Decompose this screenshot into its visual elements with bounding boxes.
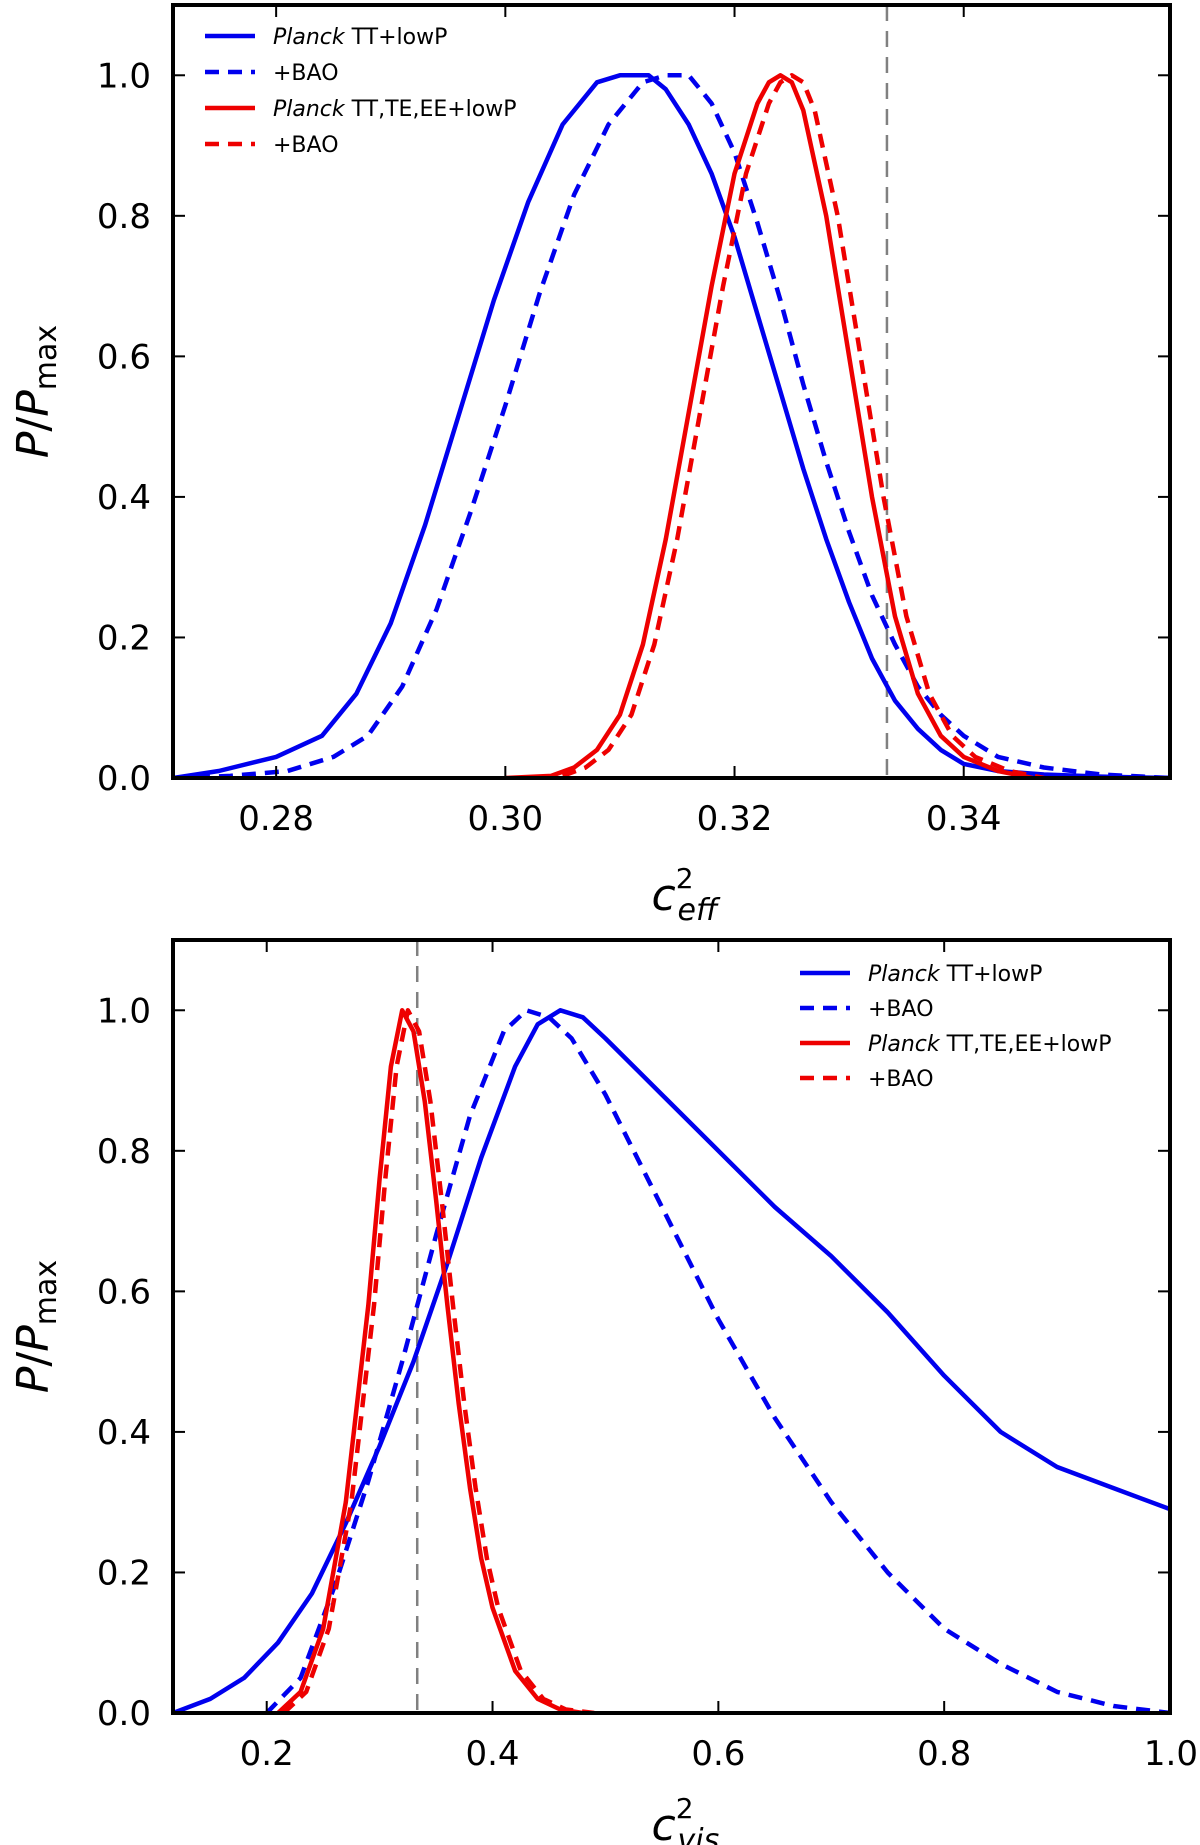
y-tick-label: 0.4 <box>97 1413 151 1453</box>
legend-label-text: +BAO <box>273 133 339 158</box>
x-axis-label: c2 eff <box>652 862 721 928</box>
legend-label: +BAO <box>868 1067 934 1092</box>
legend-label-text: TT+lowP <box>940 962 1043 987</box>
legend-label: Planck TT,TE,EE+lowP <box>273 97 517 122</box>
legend-label-italic: Planck <box>273 97 346 122</box>
series-line-3 <box>505 73 1033 778</box>
y-axis-label-slash: / <box>8 1352 59 1367</box>
legend-label-text: TT,TE,EE+lowP <box>345 97 517 122</box>
legend-label: +BAO <box>273 133 339 158</box>
x-tick-label: 0.8 <box>917 1734 971 1774</box>
series-line-1 <box>173 73 1170 778</box>
legend-label: Planck TT+lowP <box>273 25 447 50</box>
x-tick-label: 0.6 <box>691 1734 745 1774</box>
y-tick-label: 0.6 <box>97 337 151 377</box>
chart-panel-1: 0.28 0.30 0.32 0.34 0.0 0.2 0.4 0.6 0.8 1.0 P/Pmax… <box>8 3 1172 928</box>
y-axis-label-p: P <box>8 431 59 458</box>
y-tick-label: 0.8 <box>97 1132 151 1172</box>
legend-label: Planck TT+lowP <box>868 962 1042 987</box>
x-tick-label: 0.28 <box>238 799 314 839</box>
plot-area <box>173 5 1170 778</box>
x-axis-label-sub: vis <box>678 1823 720 1845</box>
x-tick-label: 0.4 <box>465 1734 519 1774</box>
y-tick-label: 1.0 <box>97 991 151 1031</box>
legend-label-text: +BAO <box>273 61 339 86</box>
legend-label: Planck TT,TE,EE+lowP <box>868 1032 1112 1057</box>
y-axis-label-p: P <box>8 1366 59 1393</box>
y-tick-label: 0.6 <box>97 1272 151 1312</box>
legend-label-italic: Planck <box>273 25 346 50</box>
y-tick-label: 0.4 <box>97 478 151 518</box>
legend-label: +BAO <box>273 61 339 86</box>
x-axis-label-sup: 2 <box>676 1792 694 1825</box>
x-tick-label: 1.0 <box>1144 1734 1198 1774</box>
x-axis-label-sup: 2 <box>676 862 694 895</box>
x-axis-label-sub: eff <box>678 893 721 928</box>
series-line-1 <box>173 1008 1170 1713</box>
legend-label-text: +BAO <box>868 997 934 1022</box>
x-axis-label-c: c <box>652 870 676 921</box>
plot-frame <box>171 3 1172 780</box>
y-tick-label: 0.2 <box>97 1553 151 1593</box>
x-tick-label: 0.34 <box>926 799 1002 839</box>
y-tick-label: 0.0 <box>97 759 151 799</box>
legend-label-text: +BAO <box>868 1067 934 1092</box>
y-axis-label: P/Pmax <box>8 1260 64 1393</box>
y-tick-label: 1.0 <box>97 56 151 96</box>
y-tick-label: 0.0 <box>97 1694 151 1734</box>
series-line-2 <box>173 73 1170 778</box>
y-axis-label-p2: P <box>8 390 59 417</box>
y-axis-label-sub: max <box>29 325 64 390</box>
plot-frame <box>171 938 1172 1715</box>
legend-label-italic: Planck <box>868 1032 941 1057</box>
y-axis-label-slash: / <box>8 417 59 432</box>
x-tick-label: 0.2 <box>240 1734 294 1774</box>
legend-label-italic: Planck <box>868 962 941 987</box>
y-tick-label: 0.8 <box>97 197 151 237</box>
plot-area <box>173 940 1170 1713</box>
x-tick-label: 0.30 <box>467 799 543 839</box>
chart-panel-2: 0.2 0.4 0.6 0.8 1.0 0.0 0.2 0.4 0.6 0.8 1.0 P/Pmax c… <box>8 938 1198 1845</box>
legend-label: +BAO <box>868 997 934 1022</box>
x-axis-label-c: c <box>652 1800 676 1845</box>
x-tick-label: 0.32 <box>697 799 773 839</box>
y-axis-label-p2: P <box>8 1325 59 1352</box>
y-axis-label-sub: max <box>29 1260 64 1325</box>
series-line-4 <box>282 1008 595 1713</box>
legend-label-text: TT+lowP <box>345 25 448 50</box>
y-tick-label: 0.2 <box>97 618 151 658</box>
x-axis-label: c2 vis <box>652 1792 720 1845</box>
series-line-3 <box>276 1008 584 1713</box>
series-line-4 <box>516 73 1045 778</box>
series-line-2 <box>265 1008 1170 1713</box>
y-axis-label: P/Pmax <box>8 325 64 458</box>
legend-label-text: TT,TE,EE+lowP <box>940 1032 1112 1057</box>
